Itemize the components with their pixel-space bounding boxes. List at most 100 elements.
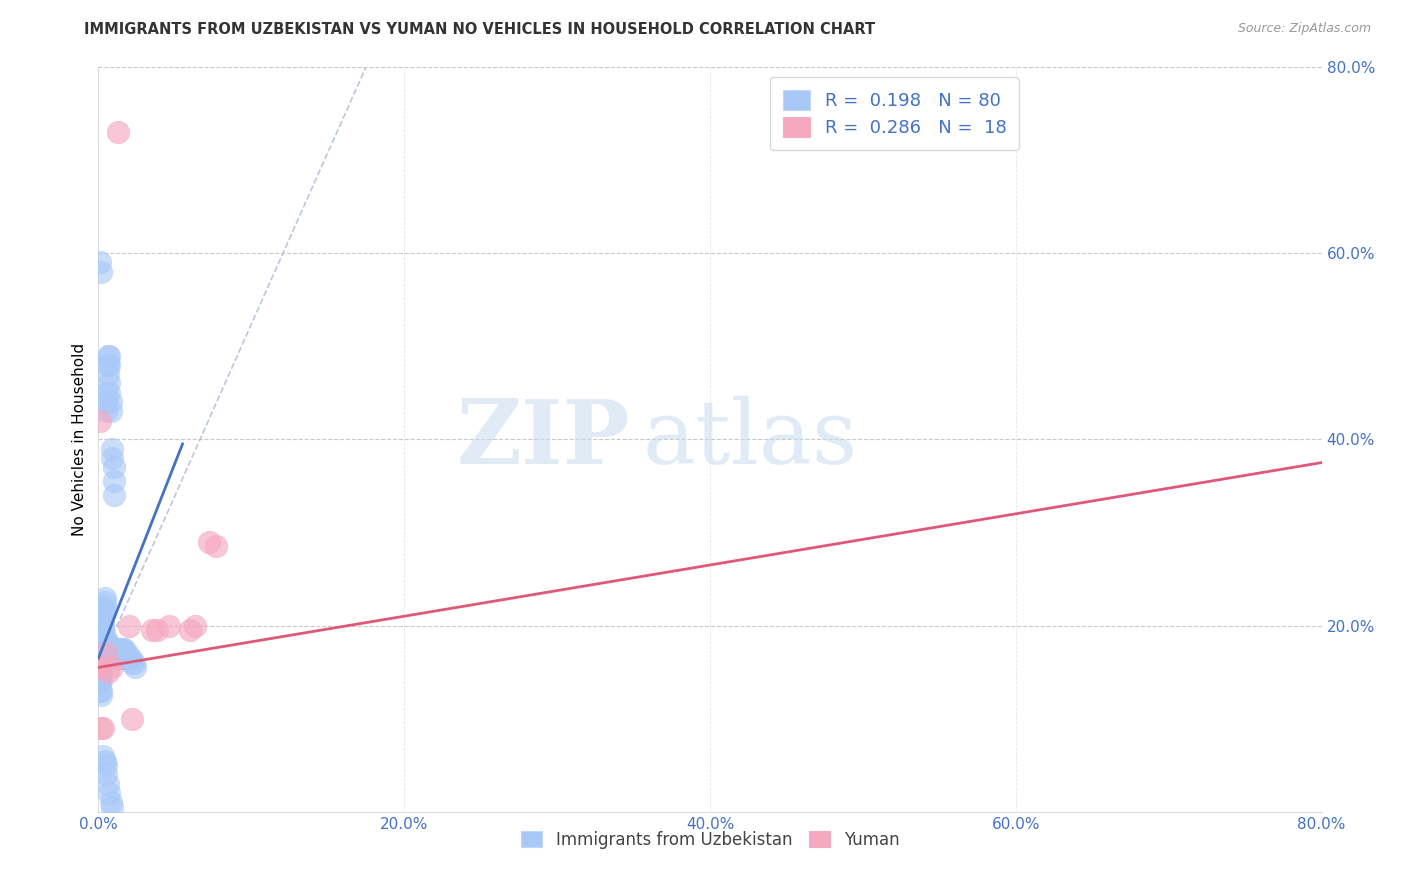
- Point: [108, 641, 131, 656]
- Point: [94, 767, 117, 781]
- Point: [91, 618, 114, 632]
- Point: [89, 255, 111, 269]
- Point: [121, 656, 143, 670]
- Point: [89, 674, 111, 689]
- Point: [110, 651, 132, 665]
- Point: [97, 349, 120, 363]
- Point: [121, 712, 143, 726]
- Point: [122, 656, 145, 670]
- Point: [93, 632, 115, 647]
- Point: [98, 385, 121, 400]
- Point: [184, 618, 207, 632]
- Text: IMMIGRANTS FROM UZBEKISTAN VS YUMAN NO VEHICLES IN HOUSEHOLD CORRELATION CHART: IMMIGRANTS FROM UZBEKISTAN VS YUMAN NO V…: [84, 22, 876, 37]
- Point: [103, 460, 125, 475]
- Point: [90, 265, 112, 279]
- Point: [90, 674, 112, 689]
- Point: [97, 637, 120, 651]
- Point: [118, 618, 141, 632]
- Point: [112, 641, 135, 656]
- Point: [89, 656, 111, 670]
- Point: [104, 641, 127, 656]
- Point: [90, 665, 112, 679]
- Point: [90, 721, 112, 735]
- Point: [90, 660, 112, 674]
- Point: [111, 651, 134, 665]
- Point: [97, 367, 120, 381]
- Text: Source: ZipAtlas.com: Source: ZipAtlas.com: [1237, 22, 1371, 36]
- Point: [93, 754, 115, 768]
- Point: [91, 623, 114, 637]
- Point: [101, 800, 124, 814]
- Point: [91, 614, 114, 628]
- Legend: Immigrants from Uzbekistan, Yuman: Immigrants from Uzbekistan, Yuman: [515, 824, 905, 855]
- Point: [94, 385, 117, 400]
- Point: [94, 758, 117, 772]
- Point: [100, 395, 122, 409]
- Point: [90, 656, 112, 670]
- Point: [100, 404, 122, 418]
- Point: [90, 689, 112, 703]
- Point: [104, 647, 127, 661]
- Point: [90, 647, 112, 661]
- Point: [197, 534, 219, 549]
- Point: [93, 605, 115, 619]
- Point: [118, 651, 141, 665]
- Point: [120, 651, 142, 665]
- Text: atlas: atlas: [643, 396, 858, 483]
- Point: [90, 651, 112, 665]
- Point: [115, 651, 138, 665]
- Point: [145, 623, 167, 637]
- Point: [108, 651, 131, 665]
- Point: [105, 651, 128, 665]
- Point: [103, 641, 125, 656]
- Point: [98, 376, 121, 391]
- Point: [98, 358, 121, 372]
- Point: [110, 641, 132, 656]
- Point: [97, 777, 120, 791]
- Point: [101, 442, 124, 456]
- Point: [100, 641, 122, 656]
- Point: [90, 683, 112, 698]
- Point: [179, 623, 201, 637]
- Point: [107, 641, 129, 656]
- Point: [124, 660, 146, 674]
- Point: [91, 605, 114, 619]
- Point: [93, 599, 115, 614]
- Point: [94, 632, 117, 647]
- Point: [89, 414, 111, 428]
- Point: [97, 665, 120, 679]
- Point: [107, 125, 129, 139]
- Point: [89, 641, 111, 656]
- Point: [93, 595, 115, 609]
- Point: [90, 660, 112, 674]
- Point: [91, 721, 114, 735]
- Point: [111, 641, 134, 656]
- Point: [91, 748, 114, 763]
- Point: [89, 660, 111, 674]
- Point: [157, 618, 180, 632]
- Point: [94, 647, 117, 661]
- Y-axis label: No Vehicles in Household: No Vehicles in Household: [72, 343, 87, 536]
- Point: [117, 647, 139, 661]
- Text: ZIP: ZIP: [457, 396, 630, 483]
- Point: [89, 665, 111, 679]
- Point: [94, 395, 117, 409]
- Point: [97, 358, 120, 372]
- Point: [89, 647, 111, 661]
- Point: [103, 474, 125, 488]
- Point: [91, 599, 114, 614]
- Point: [105, 641, 128, 656]
- Point: [100, 796, 122, 810]
- Point: [93, 591, 115, 605]
- Point: [107, 651, 129, 665]
- Point: [91, 641, 114, 656]
- Point: [89, 670, 111, 684]
- Point: [94, 404, 117, 418]
- Point: [91, 609, 114, 624]
- Point: [101, 660, 124, 674]
- Point: [141, 623, 163, 637]
- Point: [90, 641, 112, 656]
- Point: [205, 540, 228, 554]
- Point: [91, 632, 114, 647]
- Point: [98, 786, 121, 800]
